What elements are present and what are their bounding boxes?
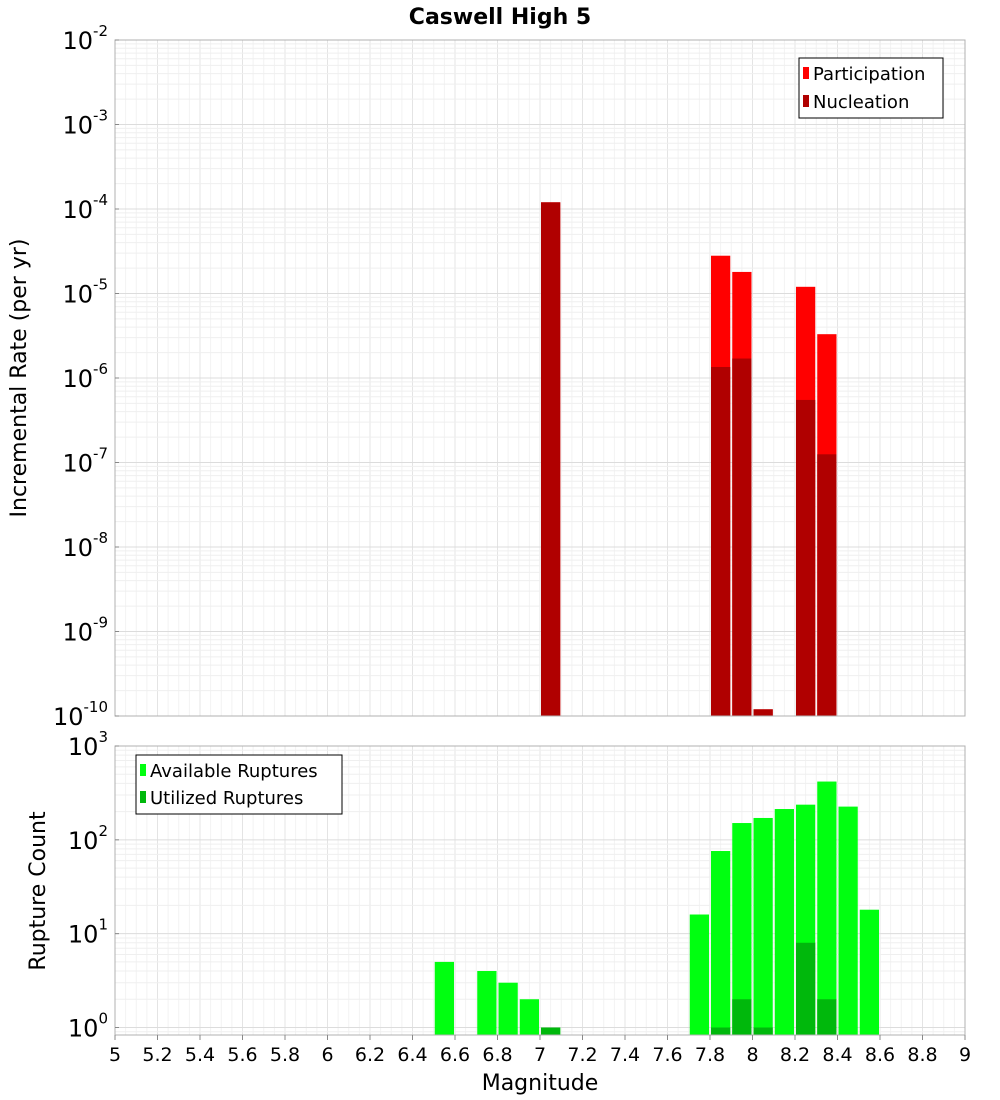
bar-available-ruptures bbox=[689, 914, 709, 1035]
bar-available-ruptures bbox=[477, 971, 497, 1035]
x-tick-label: 7.4 bbox=[610, 1044, 640, 1066]
x-tick-label: 5.4 bbox=[185, 1044, 215, 1066]
bar-utilized-ruptures bbox=[732, 999, 752, 1035]
bar-nucleation bbox=[753, 709, 773, 716]
x-tick-label: 5.8 bbox=[270, 1044, 300, 1066]
legend-swatch-available bbox=[140, 764, 146, 776]
legend-label-utilized: Utilized Ruptures bbox=[150, 788, 303, 809]
bar-utilized-ruptures bbox=[753, 1027, 773, 1035]
legend-label-available: Available Ruptures bbox=[150, 761, 318, 782]
x-tick-label: 7.2 bbox=[567, 1044, 597, 1066]
rate-y-ticks: 10-10 10-9 10-8 10-7 10-6 10-5 10-4 10-3 10-2 bbox=[53, 22, 119, 731]
legend-swatch-nucleation bbox=[803, 95, 809, 107]
x-tick-label: 6.8 bbox=[482, 1044, 512, 1066]
x-tick-label: 6 bbox=[321, 1044, 333, 1066]
x-tick-label: 5 bbox=[109, 1044, 121, 1066]
bar-nucleation bbox=[817, 454, 837, 716]
x-tick-label: 8.8 bbox=[907, 1044, 937, 1066]
count-y-ticks: 100 101 102 103 bbox=[68, 728, 119, 1042]
bar-available-ruptures bbox=[711, 851, 731, 1035]
bar-available-ruptures bbox=[519, 999, 539, 1035]
y-tick-label: 103 bbox=[68, 728, 108, 761]
bar-available-ruptures bbox=[732, 823, 752, 1035]
x-tick-label: 9 bbox=[959, 1044, 971, 1066]
y-tick-label: 10-7 bbox=[62, 445, 108, 478]
rate-y-axis-label: Incremental Rate (per yr) bbox=[7, 239, 32, 518]
y-tick-label: 102 bbox=[68, 822, 108, 855]
x-tick-label: 7.6 bbox=[652, 1044, 682, 1066]
bar-available-ruptures bbox=[859, 909, 879, 1035]
y-tick-label: 10-10 bbox=[53, 698, 108, 731]
y-tick-label: 10-2 bbox=[62, 22, 108, 55]
bar-nucleation bbox=[732, 358, 752, 716]
bar-available-ruptures bbox=[774, 809, 794, 1035]
bar-available-ruptures bbox=[498, 982, 518, 1035]
rate-grid bbox=[114, 40, 966, 717]
bar-utilized-ruptures bbox=[541, 1027, 561, 1035]
legend-label-participation: Participation bbox=[813, 64, 925, 85]
x-tick-label: 5.2 bbox=[142, 1044, 172, 1066]
y-tick-label: 10-8 bbox=[62, 529, 108, 562]
y-tick-label: 10-5 bbox=[62, 276, 108, 309]
x-tick-label: 8.4 bbox=[822, 1044, 852, 1066]
x-tick-label: 7 bbox=[534, 1044, 546, 1066]
y-tick-label: 10-9 bbox=[62, 614, 108, 647]
y-tick-label: 100 bbox=[68, 1009, 108, 1042]
x-ticks: 5 5.2 5.4 5.6 5.8 6 6.2 6.4 6.6 6.8 7 7.2 7.4 7.6 7.8 8… bbox=[109, 1035, 971, 1066]
rate-legend-box bbox=[798, 57, 944, 119]
count-y-axis-label: Rupture Count bbox=[26, 811, 51, 971]
bar-nucleation bbox=[541, 202, 561, 716]
rate-bars bbox=[541, 202, 837, 716]
count-panel: 100 101 102 103 Rupture Count Available Rup… bbox=[26, 728, 966, 1042]
legend-label-nucleation: Nucleation bbox=[813, 92, 909, 113]
x-tick-label: 8 bbox=[746, 1044, 758, 1066]
y-tick-label: 10-6 bbox=[62, 360, 108, 393]
y-tick-label: 10-3 bbox=[62, 107, 108, 140]
legend-swatch-utilized bbox=[140, 791, 146, 803]
x-tick-label: 8.6 bbox=[865, 1044, 895, 1066]
bar-available-ruptures bbox=[817, 781, 837, 1035]
count-bars bbox=[434, 781, 879, 1035]
bar-nucleation bbox=[711, 366, 731, 716]
legend-swatch-participation bbox=[803, 67, 809, 79]
count-legend-box bbox=[135, 754, 343, 815]
bar-nucleation bbox=[796, 399, 816, 716]
x-tick-label: 6.6 bbox=[440, 1044, 470, 1066]
bar-available-ruptures bbox=[838, 806, 858, 1035]
count-legend: Available Ruptures Utilized Ruptures bbox=[135, 754, 343, 815]
rate-legend: Participation Nucleation bbox=[798, 57, 944, 119]
bar-available-ruptures bbox=[753, 817, 773, 1035]
y-tick-label: 10-4 bbox=[62, 191, 108, 224]
x-tick-label: 6.4 bbox=[397, 1044, 427, 1066]
x-tick-label: 7.8 bbox=[695, 1044, 725, 1066]
bar-available-ruptures bbox=[434, 961, 454, 1035]
bar-utilized-ruptures bbox=[817, 999, 837, 1035]
y-tick-label: 101 bbox=[68, 916, 108, 949]
x-tick-label: 6.2 bbox=[355, 1044, 385, 1066]
chart-title: Caswell High 5 bbox=[409, 5, 591, 30]
bar-utilized-ruptures bbox=[711, 1027, 731, 1035]
bar-utilized-ruptures bbox=[796, 942, 816, 1035]
x-axis-label: Magnitude bbox=[482, 1071, 599, 1096]
x-tick-label: 5.6 bbox=[227, 1044, 257, 1066]
rate-panel: 10-10 10-9 10-8 10-7 10-6 10-5 10-4 10-3 10-2 In… bbox=[7, 22, 966, 731]
x-tick-label: 8.2 bbox=[780, 1044, 810, 1066]
